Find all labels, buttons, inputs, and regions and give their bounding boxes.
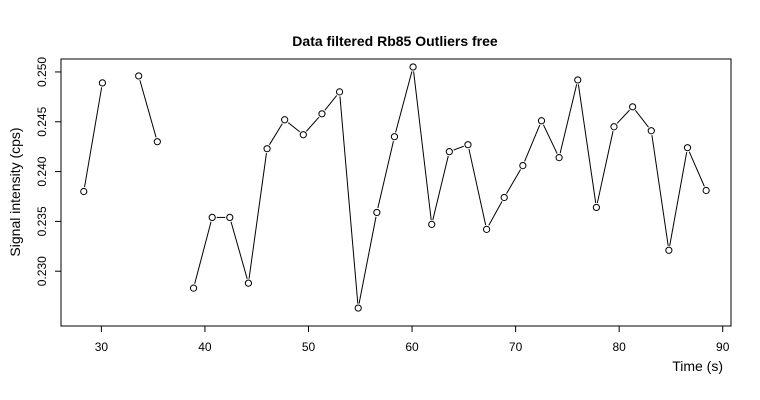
series-line-segment xyxy=(268,123,283,146)
data-point xyxy=(318,110,326,118)
y-axis: 0.230 0.235 0.240 0.245 0.250 xyxy=(35,57,62,286)
data-point xyxy=(373,208,381,217)
data-point xyxy=(702,186,710,195)
series-line-segment xyxy=(616,109,630,124)
data-point xyxy=(574,76,582,84)
series-line-segment xyxy=(651,135,669,246)
series-line-segment xyxy=(305,116,320,132)
x-tick-label: 90 xyxy=(716,340,730,354)
chart-title: Data filtered Rb85 Outliers free xyxy=(292,33,498,49)
series-line-segment xyxy=(453,145,464,151)
series-line-segment xyxy=(324,95,338,111)
series-line-segment xyxy=(432,155,449,221)
data-point xyxy=(647,127,655,135)
series-line-segment xyxy=(577,84,597,204)
series-line-segment xyxy=(358,216,377,304)
data-point xyxy=(80,187,88,196)
series-line-segment xyxy=(287,122,301,133)
x-axis-title: Time (s) xyxy=(672,358,723,374)
series-line-segment xyxy=(84,87,103,188)
data-point xyxy=(610,123,618,131)
series-line-segment xyxy=(139,80,157,138)
data-point xyxy=(483,225,491,233)
data-point xyxy=(135,72,143,80)
data-point xyxy=(665,246,673,254)
series-line-segment xyxy=(559,84,578,154)
series-line-segment xyxy=(248,153,267,279)
series-line-segment xyxy=(542,124,558,154)
series-line-segment xyxy=(413,71,432,220)
y-tick-label: 0.250 xyxy=(35,57,49,87)
data-point xyxy=(464,141,472,149)
series-line-segment xyxy=(468,148,487,226)
data-point xyxy=(98,79,107,87)
data-point xyxy=(208,213,216,222)
data-point xyxy=(683,144,692,152)
data-point xyxy=(281,116,289,124)
y-axis-title: Signal intensity (cps) xyxy=(7,127,23,256)
data-point xyxy=(629,103,637,111)
series-line-segment xyxy=(194,221,212,284)
data-point xyxy=(390,133,399,141)
x-tick-label: 80 xyxy=(612,340,626,354)
series-line-segment xyxy=(596,131,614,204)
x-tick-label: 40 xyxy=(198,340,212,354)
data-point xyxy=(244,279,253,287)
data-point xyxy=(500,193,508,202)
series-line-segment xyxy=(688,151,705,187)
series-line-segment xyxy=(524,124,541,162)
series-lines xyxy=(84,71,705,304)
series-line-segment xyxy=(634,110,649,128)
data-point xyxy=(335,88,344,96)
data-point xyxy=(153,138,161,146)
series-line-segment xyxy=(669,152,688,246)
y-tick-label: 0.245 xyxy=(35,106,49,136)
series-points xyxy=(80,63,710,312)
data-point xyxy=(519,162,527,170)
x-tick-label: 30 xyxy=(95,340,109,354)
y-tick-label: 0.235 xyxy=(35,206,49,236)
x-axis: 30 40 50 60 70 80 90 xyxy=(95,325,730,354)
data-point xyxy=(226,213,234,222)
x-tick-label: 60 xyxy=(405,340,419,354)
series-line-segment xyxy=(339,96,359,304)
data-point xyxy=(354,304,362,312)
series-line-segment xyxy=(506,169,522,194)
y-tick-label: 0.240 xyxy=(35,156,49,186)
data-point xyxy=(445,148,453,156)
series-line-segment xyxy=(488,201,503,226)
data-point xyxy=(428,220,436,228)
data-point xyxy=(555,154,563,162)
data-point xyxy=(537,117,546,125)
x-tick-label: 50 xyxy=(302,340,316,354)
y-tick-label: 0.230 xyxy=(35,256,49,286)
series-line-segment xyxy=(377,140,394,209)
series-line-segment xyxy=(395,71,413,133)
data-point xyxy=(409,63,417,71)
series-line-segment xyxy=(230,221,248,279)
data-point xyxy=(189,284,198,292)
data-point xyxy=(299,131,307,139)
data-point xyxy=(263,145,271,153)
x-tick-label: 70 xyxy=(509,340,523,354)
data-point xyxy=(592,203,600,212)
